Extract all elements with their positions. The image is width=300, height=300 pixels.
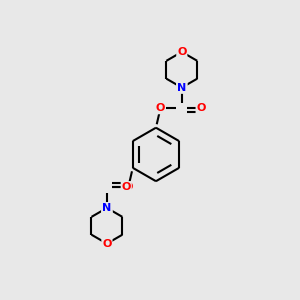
Text: O: O bbox=[124, 182, 133, 192]
Text: O: O bbox=[196, 103, 206, 113]
Text: N: N bbox=[177, 82, 186, 93]
Text: O: O bbox=[177, 47, 187, 57]
Text: N: N bbox=[102, 203, 112, 213]
Text: O: O bbox=[156, 103, 165, 113]
Text: N: N bbox=[102, 203, 112, 213]
Text: N: N bbox=[177, 82, 186, 93]
Text: N: N bbox=[102, 203, 112, 213]
Text: N: N bbox=[177, 82, 186, 93]
Text: O: O bbox=[102, 238, 112, 249]
Text: O: O bbox=[122, 182, 131, 192]
